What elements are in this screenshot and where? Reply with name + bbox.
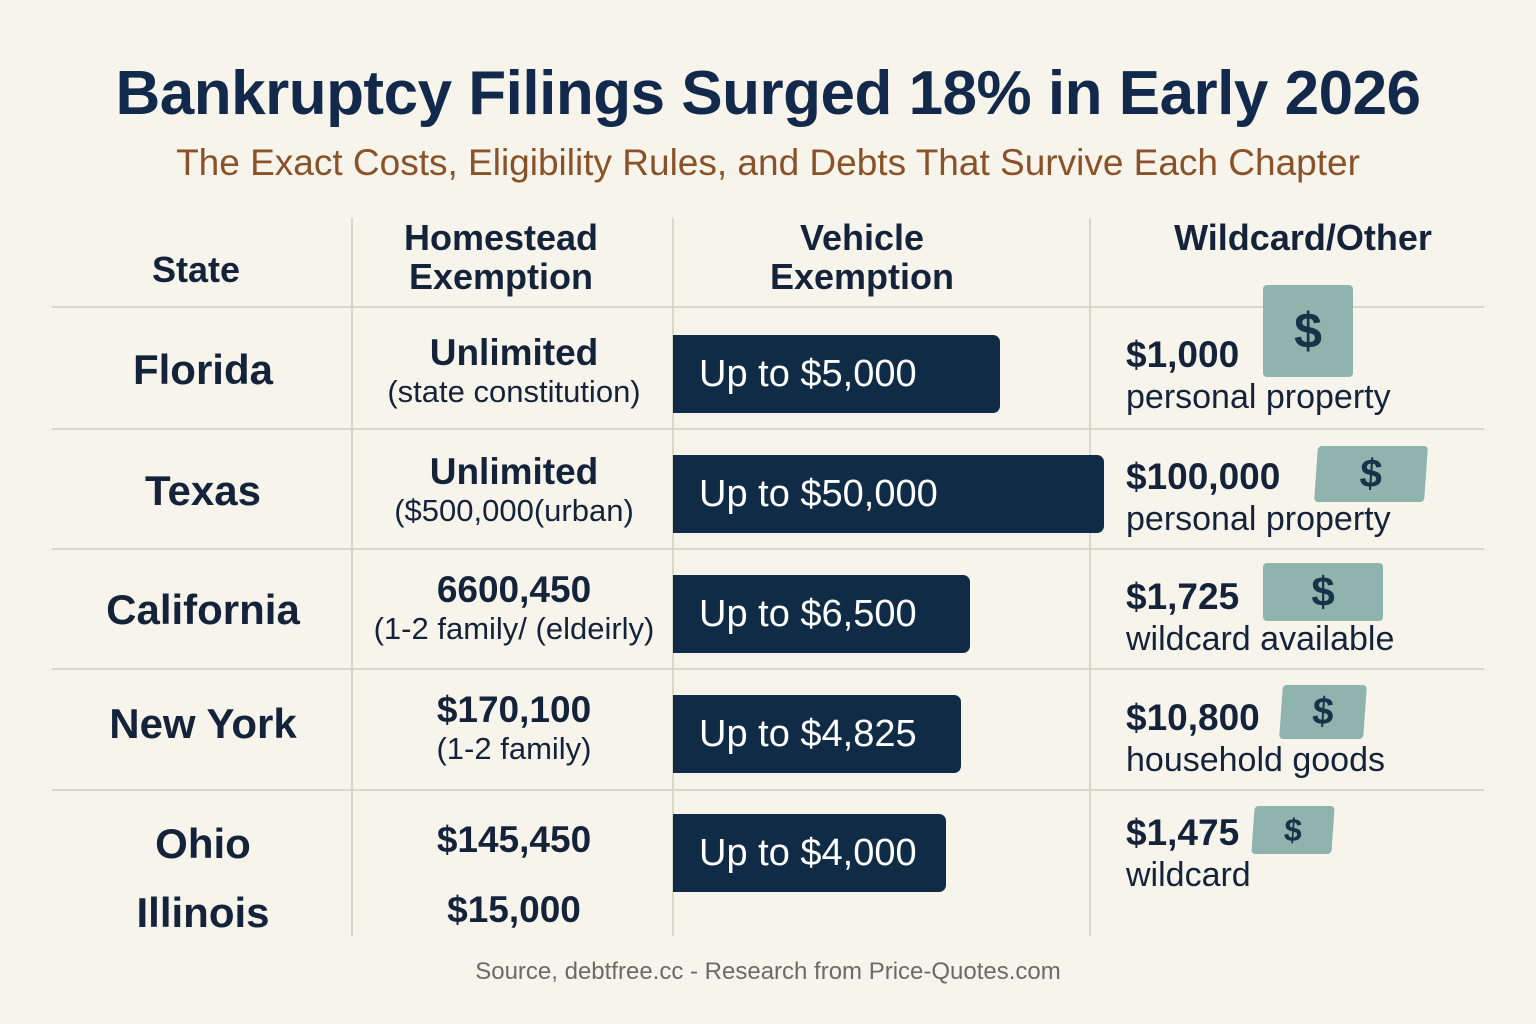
state-california: California [106,586,300,633]
header-state-label: State [151,249,241,290]
homestead-ohio: $145,450 [356,820,672,860]
wildcard-desc: wildcard available [1126,620,1395,658]
wildcard-value: $100,000 [1126,456,1281,497]
chart-subtitle: The Exact Costs, Eligibility Rules, and … [176,142,1360,183]
state-texas: Texas [145,467,261,514]
dollar-bill-icon: $ [1263,563,1383,621]
homestead-value: $170,100 [436,689,592,730]
wildcard-value: $1,475 [1126,812,1240,853]
header-homestead-line2: Exemption [408,256,594,297]
header-state: State [52,250,340,289]
vehicle-bar-florida: Up to $5,000 [673,335,1000,413]
homestead-florida: Unlimited (state constitution) [356,333,672,411]
homestead-illinois: $15,000 [356,890,672,930]
homestead-note: (1-2 family/ (eldeirly) [373,611,655,646]
vehicle-bar-texas: Up to $50,000 [673,455,1104,533]
header-vehicle: Vehicle Exemption [674,218,1050,296]
dollar-bill-icon: $ [1263,285,1353,377]
state-ohio: Ohio [155,820,251,867]
wildcard-value: $1,725 [1126,576,1240,617]
row-divider [52,548,1484,550]
row-divider [52,306,1484,308]
homestead-texas: Unlimited ($500,000(urban) [356,452,672,530]
header-vehicle-line2: Exemption [769,256,955,297]
chart-title: Bankruptcy Filings Surged 18% in Early 2… [115,59,1421,128]
vehicle-bar-new-york: Up to $4,825 [673,695,961,773]
column-divider [351,218,353,936]
homestead-value: Unlimited [429,451,599,492]
homestead-new-york: $170,100 (1-2 family) [356,690,672,768]
homestead-note: (state constitution) [387,374,641,409]
source-caption: Source, debtfree.cc - Research from Pric… [475,958,1061,985]
dollar-bill-icon: $ [1251,806,1335,854]
dollar-bill-icon: $ [1279,685,1367,739]
wildcard-value: $1,000 [1126,334,1240,375]
vehicle-bar-ohio: Up to $4,000 [673,814,946,892]
wildcard-value: $10,800 [1126,697,1260,738]
column-divider [1089,218,1091,936]
homestead-value: 6600,450 [436,569,592,610]
wildcard-ohio: $1,475 wildcard [1126,812,1251,896]
header-wildcard-label: Wildcard/Other [1174,217,1432,258]
header-vehicle-line1: Vehicle [799,217,925,258]
state-illinois: Illinois [136,889,270,936]
homestead-california: 6600,450 (1-2 family/ (eldeirly) [356,570,672,648]
homestead-value: $15,000 [447,889,581,930]
wildcard-desc: wildcard [1126,856,1251,894]
vehicle-bar-california: Up to $6,500 [673,575,970,653]
header-wildcard: Wildcard/Other [1120,218,1486,257]
header-homestead-line1: Homestead [403,217,599,258]
homestead-value: Unlimited [429,332,599,373]
row-divider [52,428,1484,430]
dollar-bill-icon: $ [1314,446,1428,502]
state-new-york: New York [109,700,297,747]
row-divider [52,789,1484,791]
header-homestead: Homestead Exemption [352,218,650,296]
wildcard-florida: $1,000 personal property [1126,334,1391,418]
wildcard-desc: household goods [1126,741,1386,779]
state-florida: Florida [132,346,273,393]
row-divider [52,668,1484,670]
homestead-value: $145,450 [436,819,592,860]
wildcard-desc: personal property [1126,500,1391,538]
wildcard-desc: personal property [1126,378,1391,416]
homestead-note: (1-2 family) [436,731,592,766]
wildcard-new-york: $10,800 household goods [1126,697,1385,781]
homestead-note: ($500,000(urban) [394,493,634,528]
wildcard-california: $1,725 wildcard available [1126,576,1394,660]
wildcard-texas: $100,000 personal property [1126,456,1391,540]
